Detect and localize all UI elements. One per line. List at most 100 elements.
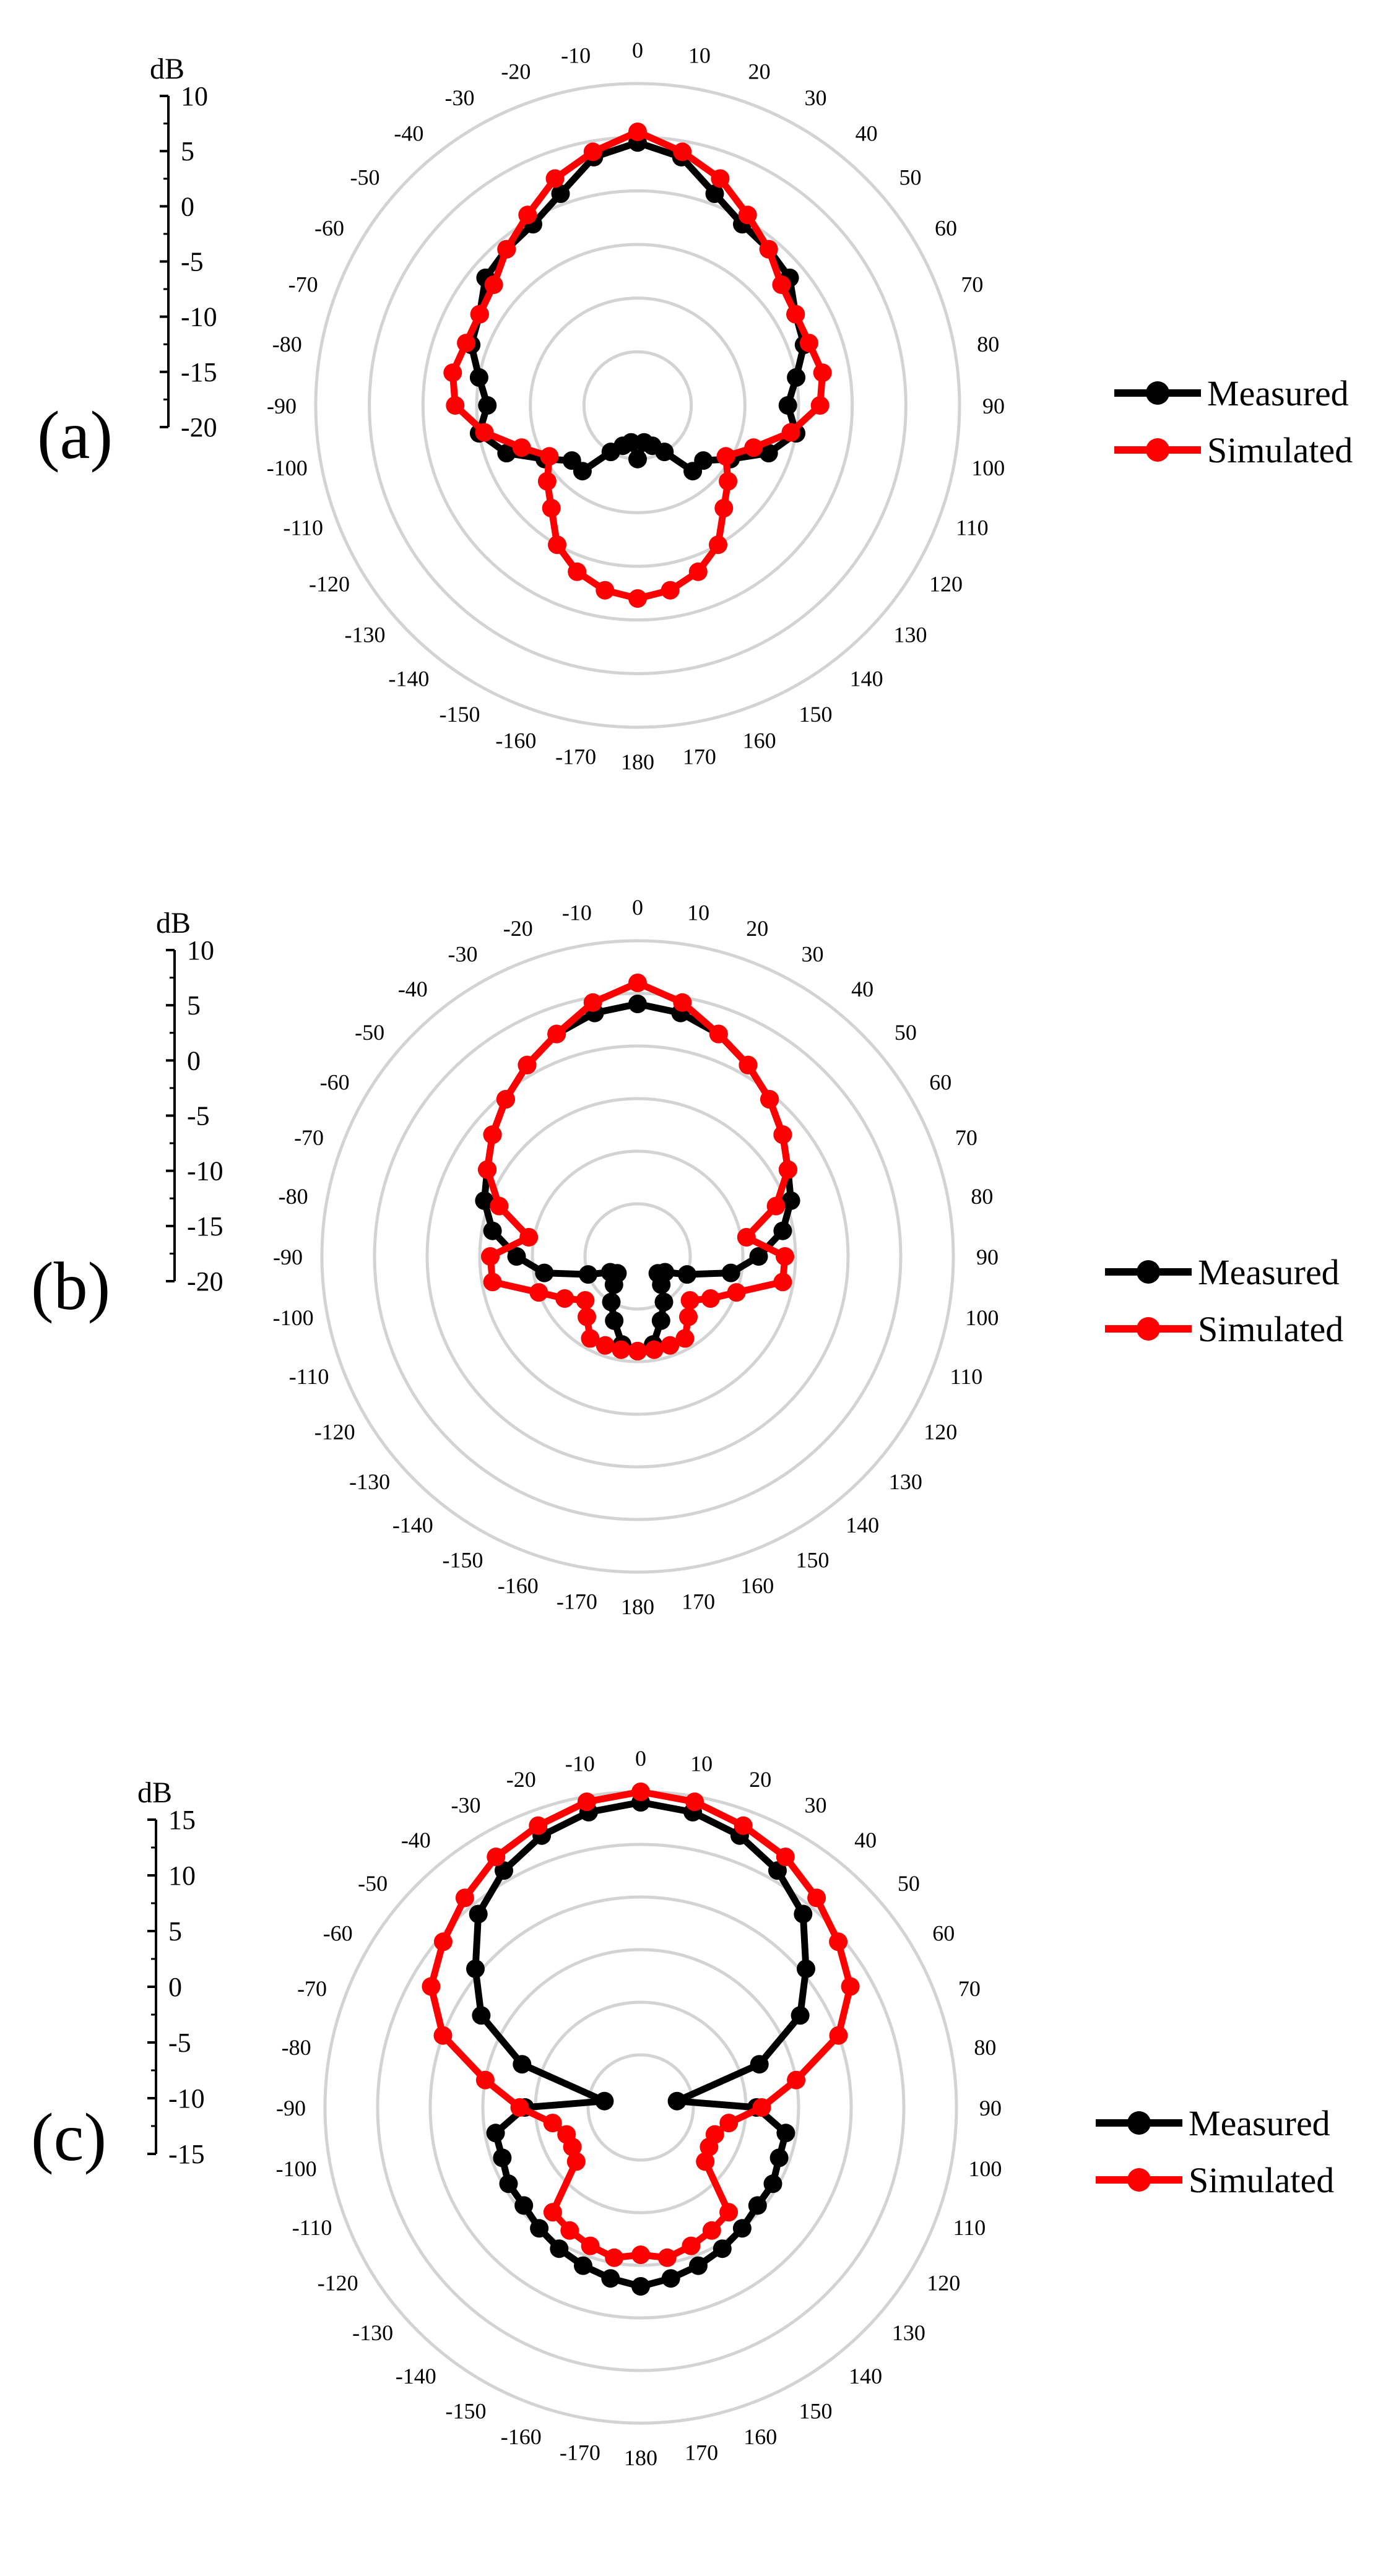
data-point: [748, 2196, 767, 2215]
angle-tick-label: 70: [961, 272, 983, 296]
data-point: [499, 2174, 518, 2193]
data-point: [661, 2269, 680, 2288]
angle-tick-label: -100: [273, 1305, 314, 1330]
data-point: [481, 1247, 500, 1266]
angle-tick-label: -120: [314, 1420, 355, 1445]
data-point: [628, 589, 647, 608]
data-point: [749, 1247, 768, 1266]
data-point: [583, 142, 602, 162]
angle-tick-label: -20: [501, 59, 531, 84]
grid-ring: [478, 1097, 797, 1416]
data-point: [475, 1191, 494, 1210]
angle-tick-label: -140: [396, 2364, 436, 2388]
angle-tick-label: -120: [309, 572, 350, 597]
series-line: [480, 1000, 795, 1355]
data-point: [714, 499, 734, 517]
data-point: [595, 2091, 614, 2111]
angle-tick-label: -50: [350, 165, 380, 189]
unit-label: dB: [156, 907, 191, 940]
data-point: [579, 1265, 598, 1284]
radial-tick-label: 15: [168, 1805, 196, 1835]
angle-tick-label: 120: [927, 2271, 960, 2296]
data-point: [737, 1228, 756, 1247]
angle-tick-label: -80: [272, 332, 302, 357]
radial-tick-label: 5: [168, 1916, 182, 1947]
angle-tick-label: 50: [899, 165, 921, 189]
legend-label: Measured: [1189, 2103, 1330, 2143]
grid-ring: [421, 189, 854, 622]
polar-grid: [314, 82, 961, 729]
data-point: [781, 1191, 800, 1210]
angle-tick-label: 170: [683, 744, 716, 769]
angle-tick-label: -60: [320, 1070, 350, 1095]
angle-tick-label: 40: [854, 1828, 877, 1852]
data-point: [490, 1196, 509, 1216]
data-point: [600, 1263, 620, 1282]
grid-ring: [425, 1044, 850, 1469]
angle-tick-label: -170: [557, 1589, 597, 1614]
angle-tick-label: 150: [799, 2398, 833, 2423]
angle-tick-label: 140: [850, 666, 883, 691]
data-point: [530, 2219, 549, 2238]
data-point: [457, 334, 476, 353]
angle-tick-label: -60: [314, 216, 344, 241]
data-point: [719, 2114, 739, 2133]
data-point: [483, 1273, 502, 1292]
data-point: [455, 1888, 474, 1908]
data-point: [519, 1228, 539, 1247]
angle-tick-label: 130: [893, 623, 927, 647]
angle-tick-label: 70: [955, 1125, 977, 1150]
data-point: [483, 1221, 502, 1240]
series-measured: [475, 995, 800, 1360]
data-point: [734, 1816, 753, 1835]
data-point: [644, 1340, 664, 1359]
data-point: [709, 535, 727, 555]
grid-ring: [376, 1843, 906, 2372]
data-point: [628, 995, 647, 1013]
data-point: [661, 581, 680, 600]
data-point: [673, 993, 692, 1012]
angle-tick-label: -110: [289, 1364, 329, 1389]
data-point: [596, 1336, 615, 1355]
angle-tick-label: 170: [682, 1589, 715, 1614]
data-point: [778, 1160, 797, 1179]
legend-swatch-marker: [1146, 438, 1169, 462]
radial-tick-label: 0: [187, 1045, 201, 1076]
angle-tick-label: 10: [690, 1752, 713, 1776]
data-point: [721, 1263, 740, 1282]
angle-tick-label: -110: [292, 2215, 332, 2240]
data-point: [791, 2006, 810, 2025]
data-point: [545, 169, 565, 188]
data-point: [673, 142, 692, 162]
data-point: [696, 2152, 715, 2171]
data-point: [787, 368, 806, 387]
data-point: [495, 1861, 513, 1880]
data-point: [810, 396, 830, 415]
data-point: [776, 1247, 794, 1266]
angle-tick-label: 80: [974, 2035, 996, 2060]
angle-tick-label: -10: [565, 1752, 595, 1776]
data-point: [510, 2098, 529, 2117]
data-point: [773, 1273, 792, 1292]
radial-tick-label: -10: [168, 2083, 205, 2114]
angle-tick-label: -130: [352, 2320, 393, 2345]
legend-label: Simulated: [1198, 1309, 1343, 1349]
data-point: [540, 447, 559, 466]
angle-tick-label: -50: [355, 1020, 384, 1045]
angle-tick-label: 160: [743, 2424, 777, 2449]
angle-tick-label: 80: [971, 1184, 993, 1209]
data-point: [512, 438, 531, 457]
grid-ring: [314, 82, 961, 729]
angle-tick-label: 20: [749, 1767, 771, 1792]
polar-grid: [320, 939, 955, 1574]
angle-tick-label: -10: [562, 901, 592, 925]
data-point: [652, 1275, 671, 1294]
data-point: [829, 2026, 848, 2045]
data-point: [483, 1125, 502, 1144]
angle-tick-label: -90: [276, 2096, 306, 2120]
data-point: [776, 2124, 795, 2143]
data-point: [768, 1861, 787, 1880]
angle-tick-label: 90: [976, 1245, 999, 1269]
data-point: [496, 1090, 515, 1109]
grid-ring: [475, 243, 800, 568]
